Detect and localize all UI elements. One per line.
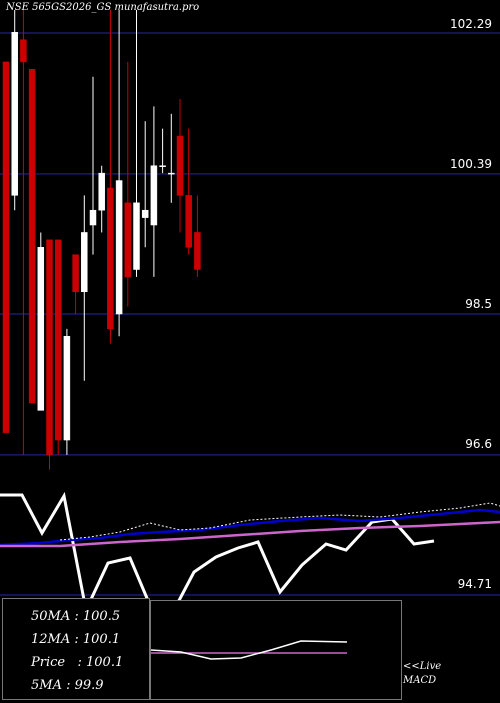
candle-body [63,335,71,441]
candle-body [185,195,192,248]
candle-body [107,187,114,330]
ma12-value: 12MA : 100.1 [31,632,121,647]
macd-line [150,640,348,660]
ma50-value: 50MA : 100.5 [31,609,121,624]
price-axis-label: 94.71 [457,577,492,591]
price-axis-label: 96.6 [465,437,492,451]
candle-body [98,172,105,211]
candle-body [141,209,149,218]
candle-body [54,239,62,441]
candle-body [194,232,201,270]
indicator-info-box: 50MA : 100.5 12MA : 100.1 Price : 100.1 … [2,598,150,700]
candle-body [150,165,158,226]
ma5-line [0,491,435,615]
candle-body [168,172,175,175]
candle-body [81,232,88,293]
price-value: Price : 100.1 [31,655,124,670]
live-link[interactable]: <<Live [403,661,442,672]
macd-panel [150,600,402,700]
chart-title: NSE 565GS2026_GS munafasutra.pro [6,2,200,13]
candle-body [159,165,166,167]
macd-label: MACD [403,675,437,686]
candle-body [37,247,45,411]
candle-body [133,202,140,270]
macd-plot [150,640,348,660]
candle-body [176,135,184,196]
upper-band-line [59,502,500,541]
candle-body [2,61,10,433]
candle-body [124,202,132,278]
candle-body [115,180,123,315]
price-axis-label: 102.29 [450,17,492,31]
candle-body [72,254,79,293]
candle-body [20,39,27,63]
candle-body [28,69,36,404]
candle-body [46,239,53,456]
ma50-line [0,520,500,548]
candle-body [89,209,97,226]
macd-live-label: <<Live MACD [403,660,441,688]
ma12-line [0,508,500,547]
price-axis-label: 98.5 [465,297,492,311]
candle-body [11,32,18,196]
price-axis-label: 100.39 [450,157,492,171]
ma5-value: 5MA : 99.9 [31,678,104,693]
